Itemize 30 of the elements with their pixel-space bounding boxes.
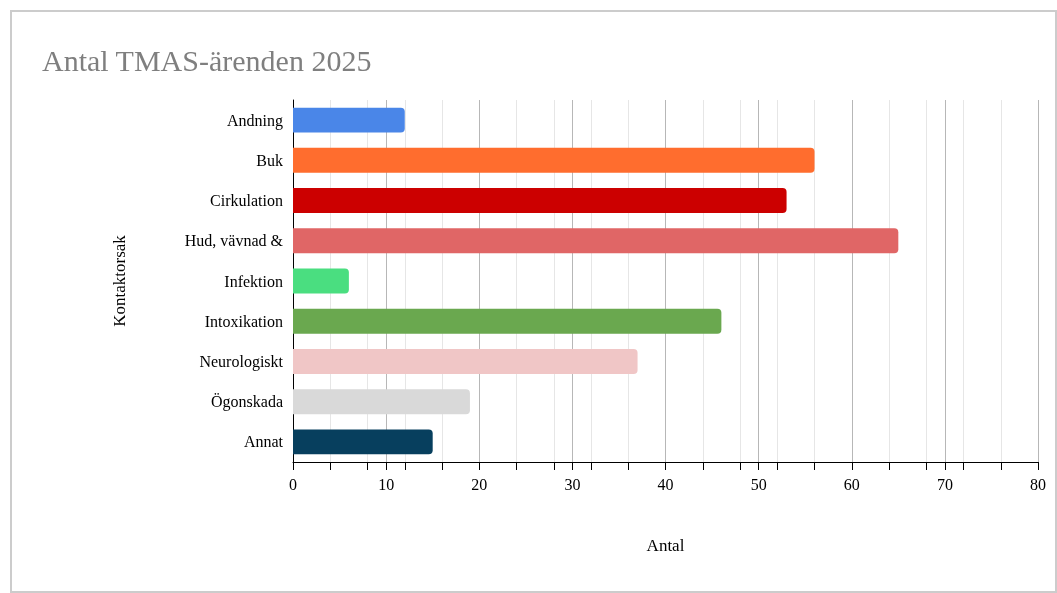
chart-title: Antal TMAS-ärenden 2025 (42, 43, 372, 77)
y-tick-label: Neurologiskt (199, 352, 284, 371)
x-tick-label: 20 (471, 475, 488, 493)
x-tick-label: 40 (657, 475, 674, 493)
bar (293, 268, 349, 294)
y-tick-label: Annat (243, 433, 284, 451)
x-tick-label: 60 (843, 475, 860, 493)
x-tick-label: 30 (564, 475, 581, 493)
bar (293, 188, 787, 214)
y-tick-label: Intoxikation (204, 312, 283, 330)
y-axis-title: Kontaktorsak (110, 234, 129, 327)
bar (293, 147, 815, 173)
y-tick-label: Andning (227, 111, 283, 130)
x-axis-title: Antal (646, 536, 685, 555)
y-tick-label: Hud, vävnad & (184, 232, 284, 250)
bar (293, 107, 405, 133)
x-tick-label: 10 (378, 475, 395, 493)
x-tick-label: 80 (1030, 475, 1046, 493)
y-tick-label: Ögonskada (211, 393, 283, 412)
bar (293, 228, 899, 254)
bar (293, 308, 722, 334)
y-tick-label: Buk (256, 151, 283, 169)
y-tick-label: Infektion (224, 272, 283, 290)
y-tick-label: Cirkulation (210, 192, 283, 210)
x-tick-label: 70 (936, 475, 953, 493)
bar (293, 348, 638, 374)
bar (293, 429, 433, 455)
bar (293, 389, 470, 415)
x-tick-label: 0 (289, 475, 297, 493)
x-tick-label: 50 (750, 475, 767, 493)
